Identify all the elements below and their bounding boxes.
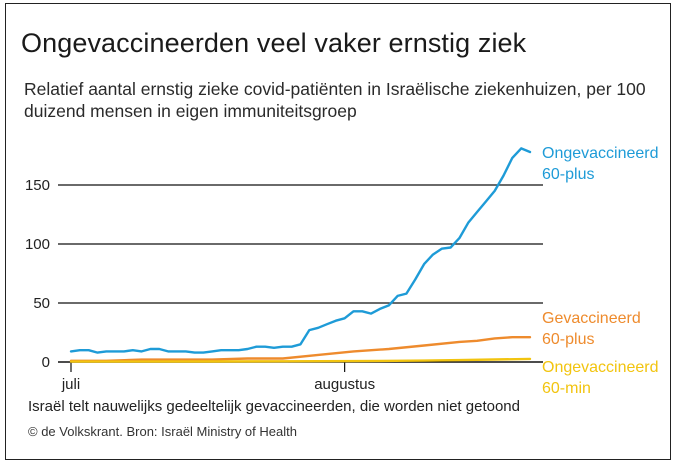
series-label-2: Gevaccineerd 60-plus [542, 310, 641, 348]
x-tick-label: juli [61, 376, 80, 393]
y-tick-label: 150 [25, 177, 50, 194]
series-label-3: Ongevaccineerd 60-min [542, 359, 659, 397]
x-axis: juli augustus [61, 362, 375, 393]
y-tick-label: 0 [42, 354, 50, 371]
series-line-2 [69, 336, 532, 362]
series-labels: Ongevaccineerd 60-plus Gevaccineerd 60-plus… [542, 145, 659, 397]
series-line-3 [69, 357, 532, 363]
x-tick-label: augustus [314, 376, 375, 393]
series-label-line: Ongevaccineerd [542, 145, 659, 162]
series-label-line: 60-min [542, 380, 591, 397]
chart-subtitle: Relatief aantal ernstig zieke covid-pati… [24, 79, 646, 121]
series-label-line: 60-plus [542, 166, 594, 183]
series-label-1: Ongevaccineerd 60-plus [542, 145, 659, 183]
series-line-1 [69, 147, 532, 354]
y-axis-tick-labels: 0 50 100 150 [25, 177, 50, 371]
y-tick-label: 50 [33, 295, 50, 312]
series-label-line: Gevaccineerd [542, 310, 641, 327]
source-credit: © de Volkskrant. Bron: Israël Ministry o… [28, 424, 297, 439]
chart-frame [5, 3, 671, 460]
series-label-line: Ongevaccineerd [542, 359, 659, 376]
y-tick-label: 100 [25, 236, 50, 253]
grid-lines [58, 184, 543, 363]
chart-note: Israël telt nauwelijks gedeeltelijk geva… [28, 398, 520, 415]
series-lines [69, 147, 532, 363]
chart-title: Ongevaccineerden veel vaker ernstig ziek [21, 28, 527, 58]
series-label-line: 60-plus [542, 331, 594, 348]
